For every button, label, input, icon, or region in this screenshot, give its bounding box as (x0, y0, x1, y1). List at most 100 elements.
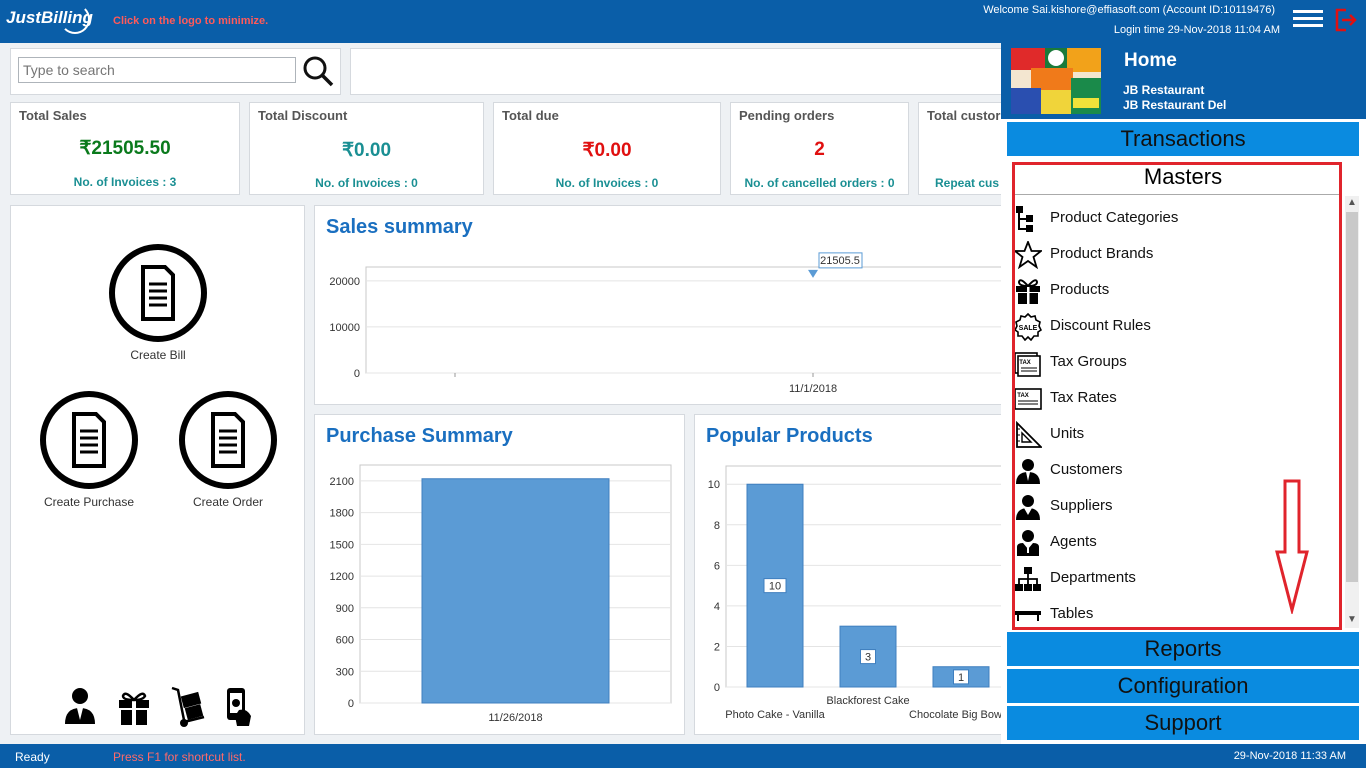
highlight-frame (1012, 162, 1342, 630)
status-datetime: 29-Nov-2018 11:33 AM (1233, 750, 1346, 762)
y-tick-label: 2100 (330, 476, 354, 488)
data-label-box (763, 578, 787, 594)
plot-area (365, 266, 1015, 374)
sales-summary-chart: 0 10000 20000 11/1/2018 21505.5 (329, 252, 1015, 395)
gift-icon (1016, 279, 1040, 304)
master-item-product-brands[interactable]: Product Brands (1012, 237, 1332, 273)
scroll-down-icon[interactable]: ▼ (1347, 614, 1357, 625)
x-tick-label: Blackforest Cake (826, 695, 909, 707)
hierarchy-icon (1016, 206, 1033, 232)
master-item-agents[interactable]: Agents (1012, 525, 1332, 561)
logout-icon[interactable] (1332, 7, 1358, 33)
y-tick-label: 8 (714, 520, 720, 532)
divider (1012, 194, 1342, 195)
document-icon (72, 412, 106, 468)
master-item-suppliers[interactable]: Suppliers (1012, 489, 1332, 525)
status-ready: Ready (15, 750, 50, 764)
menu-section-support[interactable]: Support (1007, 706, 1359, 740)
stat-card-total-sales[interactable]: Total Sales ₹21505.50 No. of Invoices : … (10, 102, 240, 195)
restaurant-name: JB Restaurant Del (1123, 98, 1227, 112)
y-tick-label: 0 (348, 698, 354, 710)
master-item-units[interactable]: Units (1012, 417, 1332, 453)
master-item-label: Product Categories (1050, 209, 1179, 226)
search-input[interactable] (18, 57, 296, 83)
menu-section-transactions[interactable]: Transactions (1007, 122, 1359, 156)
svg-text:TAX: TAX (1019, 360, 1031, 366)
y-tick-label: 20000 (329, 276, 360, 288)
scroll-up-icon[interactable]: ▲ (1347, 197, 1357, 208)
master-item-tax-rates[interactable]: TAX Tax Rates (1012, 381, 1332, 417)
status-bar: Ready Press F1 for shortcut list. 29-Nov… (0, 744, 1366, 768)
x-tick-label: 11/1/2018 (789, 383, 837, 395)
stat-value: 2 (814, 139, 825, 160)
sale-badge-icon: SALE (1014, 313, 1042, 341)
master-item-tax-groups[interactable]: TAX Tax Groups (1012, 345, 1332, 381)
table-icon (1015, 611, 1041, 621)
create-bill-label: Create Bill (130, 348, 186, 362)
popular-products-panel: Popular Products 0 2 4 6 8 10 10 Photo Cake - V… (694, 414, 1016, 735)
master-item-departments[interactable]: Departments (1012, 561, 1332, 597)
supplier-icon (1016, 495, 1040, 520)
scrollbar-thumb[interactable] (1346, 212, 1358, 582)
stat-sub: No. of cancelled orders : 0 (744, 176, 895, 190)
master-item-label: Customers (1050, 461, 1123, 478)
x-tick-label: 11/26/2018 (488, 712, 542, 724)
data-point (808, 269, 818, 278)
logo-hint-text: Click on the logo to minimize. (113, 15, 269, 27)
y-tick-label: 1800 (330, 508, 354, 520)
stat-title: Total due (502, 108, 559, 123)
data-label: 21505.5 (820, 255, 860, 267)
create-purchase-button[interactable] (40, 391, 138, 489)
master-item-tables[interactable]: Tables (1012, 597, 1332, 621)
customer-icon[interactable] (63, 686, 97, 726)
stat-card-total-discount[interactable]: Total Discount ₹0.00 No. of Invoices : 0 (249, 102, 484, 195)
stat-value: ₹0.00 (582, 140, 632, 161)
tax-icon: TAX (1014, 388, 1042, 410)
shortcut-hint: Press F1 for shortcut list. (113, 750, 246, 764)
menu-home-title[interactable]: Home (1124, 50, 1177, 71)
hamburger-icon[interactable] (1293, 10, 1323, 28)
create-purchase-label: Create Purchase (43, 495, 135, 509)
tax-stack-icon: TAX (1014, 352, 1041, 377)
y-tick-label: 0 (714, 682, 720, 694)
master-item-products[interactable]: Products (1012, 273, 1332, 309)
welcome-text: Welcome Sai.kishore@effiasoft.com (Accou… (983, 4, 1275, 16)
chart-title: Sales summary (326, 216, 473, 238)
data-label-box (953, 669, 969, 685)
bar (421, 478, 610, 704)
delivery-icon[interactable] (168, 686, 206, 728)
stat-title: Total custor (927, 108, 1001, 123)
data-label: 3 (865, 652, 871, 664)
stat-sub: Repeat cus (935, 176, 1000, 190)
stat-card-total-due[interactable]: Total due ₹0.00 No. of Invoices : 0 (493, 102, 721, 195)
document-icon (141, 265, 175, 321)
menu-section-masters[interactable]: Masters (1007, 159, 1359, 195)
master-item-label: Tax Groups (1050, 353, 1127, 370)
menu-section-reports[interactable]: Reports (1007, 632, 1359, 666)
create-bill-button[interactable] (109, 244, 207, 342)
search-icon[interactable] (302, 55, 334, 87)
master-item-product-categories[interactable]: Product Categories (1012, 201, 1332, 237)
create-order-label: Create Order (192, 495, 264, 509)
svg-text:SALE: SALE (1019, 325, 1038, 332)
y-tick-label: 0 (354, 368, 360, 380)
master-item-customers[interactable]: Customers (1012, 453, 1332, 489)
x-tick-label: Chocolate Big Bow C (909, 709, 1013, 721)
x-tick-label: Photo Cake - Vanilla (725, 709, 825, 721)
create-order-button[interactable] (179, 391, 277, 489)
y-tick-label: 4 (714, 601, 720, 613)
chart-title: Popular Products (706, 425, 873, 447)
payment-icon[interactable] (223, 686, 253, 728)
gift-icon[interactable] (117, 690, 151, 726)
master-item-discount-rules[interactable]: SALE Discount Rules (1012, 309, 1332, 345)
master-item-label: Tables (1050, 605, 1094, 621)
stat-card-pending-orders[interactable]: Pending orders 2 No. of cancelled orders… (730, 102, 909, 195)
y-tick-label: 6 (714, 560, 720, 572)
menu-section-configuration[interactable]: Configuration (1007, 669, 1359, 703)
down-arrow-icon (1275, 479, 1309, 614)
top-bar: JustBilling Click on the logo to minimiz… (0, 0, 1366, 43)
y-tick-label: 10 (708, 479, 720, 491)
svg-text:TAX: TAX (1017, 393, 1029, 399)
purchase-summary-panel: Purchase Summary 0 300 600 900 1200 1500 1800 2… (314, 414, 685, 735)
master-item-label: Discount Rules (1050, 317, 1151, 334)
